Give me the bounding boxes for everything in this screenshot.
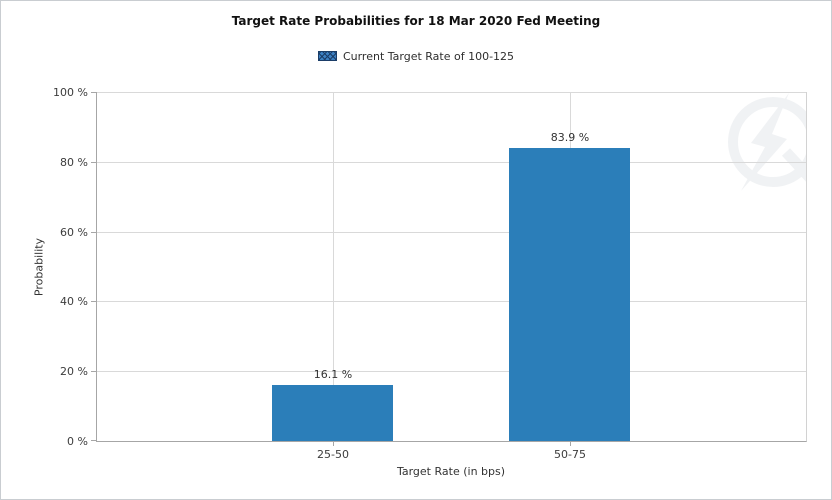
y-tick-mark	[91, 371, 96, 372]
h-gridline	[97, 92, 806, 93]
y-tick-mark	[91, 92, 96, 93]
h-gridline	[97, 301, 806, 302]
plot-area: 0 % 20 % 40 % 60 % 80 % 100 % 16.1 % 25-50 83.9 …	[53, 86, 807, 461]
y-tick-label: 100 %	[53, 86, 88, 99]
chart-title: Target Rate Probabilities for 18 Mar 202…	[231, 14, 601, 28]
x-tick-mark	[333, 442, 334, 446]
x-tick-label: 25-50	[317, 448, 349, 461]
legend-label: Current Target Rate of 100-125	[342, 49, 515, 63]
v-gridline	[333, 92, 334, 441]
bar-value-label: 83.9 %	[550, 131, 590, 144]
y-tick-label: 80 %	[60, 156, 88, 169]
y-tick-label: 60 %	[60, 226, 88, 239]
x-tick-label: 50-75	[554, 448, 586, 461]
bar	[272, 385, 393, 441]
y-tick-mark	[91, 440, 96, 441]
quikstrike-watermark-icon	[728, 93, 806, 191]
legend-swatch-icon	[317, 51, 337, 61]
bar	[509, 148, 630, 441]
y-tick-mark	[91, 162, 96, 163]
y-tick-mark	[91, 232, 96, 233]
y-tick-label: 20 %	[60, 365, 88, 378]
plot-clip	[97, 92, 806, 441]
y-tick-mark	[91, 301, 96, 302]
y-axis-title: Probability	[32, 237, 46, 297]
y-tick-label: 0 %	[67, 435, 88, 448]
h-gridline	[97, 232, 806, 233]
legend: Current Target Rate of 100-125	[1, 49, 831, 63]
y-tick-label: 40 %	[60, 295, 88, 308]
h-gridline	[97, 371, 806, 372]
h-gridline	[97, 162, 806, 163]
x-tick-mark	[570, 442, 571, 446]
x-axis-title: Target Rate (in bps)	[396, 465, 506, 478]
bar-value-label: 16.1 %	[313, 368, 353, 381]
